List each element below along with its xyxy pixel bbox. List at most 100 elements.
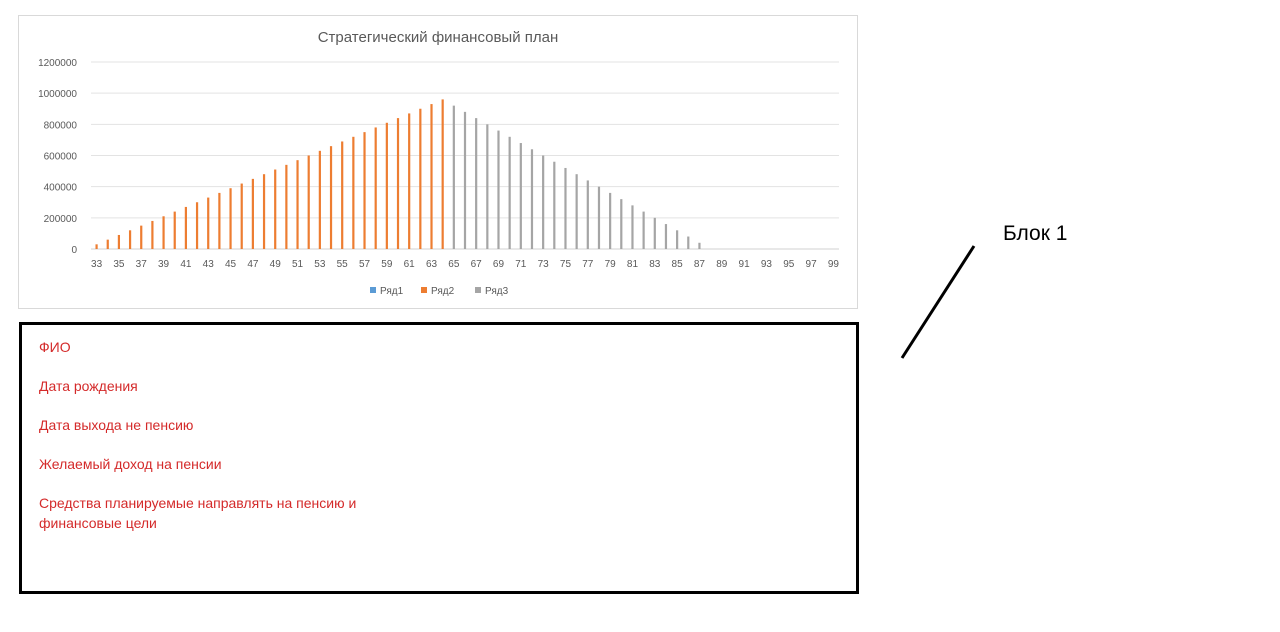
x-tick-label: 39 [158,259,170,270]
y-tick-label: 200000 [44,214,78,225]
y-tick-label: 1200000 [38,58,77,69]
bar-Ряд2 [441,99,444,250]
x-tick-label: 69 [493,259,505,270]
x-tick-label: 97 [806,259,818,270]
chart-panel: Стратегический финансовый план 0 200000 400… [18,15,858,309]
bar-Ряд3 [642,211,645,249]
x-tick-label: 51 [292,259,304,270]
bar-Ряд2 [352,136,355,249]
bar-Ряд2 [374,127,377,249]
x-tick-label: 87 [694,259,706,270]
bar-Ряд3 [620,199,623,249]
legend-swatch-Ряд3 [475,287,481,293]
birth-date-label: Дата рождения [39,378,138,394]
bar-Ряд2 [240,183,243,249]
x-tick-label: 67 [471,259,483,270]
info-box: ФИО Дата рождения Дата выхода не пенсию … [19,322,859,594]
legend-label-Ряд3: Ряд3 [485,286,509,297]
y-tick-label: 0 [71,245,77,256]
bar-Ряд2 [95,244,98,249]
y-tick-label: 600000 [44,152,78,163]
legend-label-Ряд1: Ряд1 [380,286,404,297]
bar-Ряд2 [195,202,199,249]
bar-Ряд2 [251,178,254,249]
bar-Ряд2 [363,132,366,249]
x-tick-label: 57 [359,259,371,270]
legend-swatch-Ряд2 [421,287,427,293]
bar-Ряд2 [307,155,310,249]
bar-Ряд2 [229,188,232,249]
bar-Ряд3 [597,186,601,249]
bar-Ряд2 [184,206,187,249]
bar-Ряд3 [475,118,478,249]
x-tick-label: 61 [404,259,416,270]
chart-svg: Стратегический финансовый план 0 200000 400… [38,29,840,297]
x-tick-label: 89 [716,259,728,270]
bar-Ряд3 [687,236,690,249]
x-tick-label: 83 [649,259,661,270]
chart-title: Стратегический финансовый план [318,29,559,46]
bar-Ряд2 [274,169,277,249]
x-tick-label: 45 [225,259,237,270]
bar-Ряд3 [497,130,500,249]
bar-Ряд2 [151,220,154,249]
x-tick-label: 71 [515,259,527,270]
bar-Ряд2 [285,164,288,249]
bar-Ряд3 [452,105,455,249]
bar-Ряд3 [575,174,578,249]
x-tick-label: 41 [180,259,192,270]
y-tick-label: 800000 [44,120,78,131]
x-tick-label: 99 [828,259,840,270]
bar-Ряд2 [396,118,400,249]
bar-Ряд3 [553,161,556,249]
bar-Ряд3 [631,205,634,249]
x-tick-label: 53 [314,259,326,270]
legend-swatch-Ряд1 [370,287,376,293]
bar-Ряд2 [329,146,333,249]
bar-Ряд3 [653,217,656,249]
bar-Ряд2 [430,104,433,249]
x-tick-label: 73 [538,259,550,270]
x-tick-label: 49 [270,259,282,270]
y-tick-label: 400000 [44,183,78,194]
x-tick-label: 79 [605,259,617,270]
bar-Ряд3 [508,136,511,249]
x-tick-label: 43 [203,259,215,270]
x-tick-label: 59 [381,259,393,270]
bar-Ряд3 [664,224,668,249]
x-tick-label: 85 [672,259,684,270]
x-tick-label: 75 [560,259,572,270]
bar-Ряд3 [530,149,534,249]
x-tick-label: 77 [582,259,594,270]
bar-Ряд2 [117,234,121,249]
bar-Ряд2 [128,230,132,249]
bar-Ряд3 [676,230,679,249]
x-tick-label: 55 [337,259,349,270]
x-tick-label: 47 [247,259,259,270]
x-tick-label: 35 [113,259,125,270]
pointer-line-stroke [900,245,976,359]
x-tick-label: 95 [783,259,795,270]
bar-Ряд2 [207,197,210,249]
x-tick-label: 81 [627,259,639,270]
bar-Ряд2 [341,141,344,249]
x-tick-label: 91 [739,259,751,270]
bar-Ряд3 [542,155,545,249]
bar-Ряд2 [318,150,321,249]
bar-Ряд2 [408,113,411,249]
bar-Ряд2 [419,108,422,249]
bar-Ряд2 [296,160,299,249]
bar-Ряд3 [609,192,612,249]
bar-Ряд2 [173,211,176,249]
legend-label-Ряд2: Ряд2 [431,286,455,297]
retirement-date-label: Дата выхода не пенсию [39,417,194,433]
bar-Ряд3 [463,111,467,249]
bar-Ряд2 [385,122,388,249]
pointer-line [900,245,976,359]
bar-Ряд3 [698,242,701,249]
y-tick-label: 1000000 [38,89,77,100]
bar-Ряд3 [586,180,589,249]
bar-Ряд2 [140,225,143,249]
x-tick-label: 33 [91,259,103,270]
planned-funds-label: Средства планируемые направлять на пенси… [39,495,357,511]
